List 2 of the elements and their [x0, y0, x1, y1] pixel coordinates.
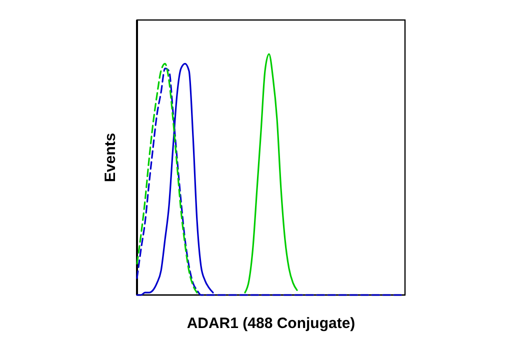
- y-axis-title: Events: [102, 132, 119, 182]
- x-axis-title: ADAR1 (488 Conjugate): [186, 315, 356, 332]
